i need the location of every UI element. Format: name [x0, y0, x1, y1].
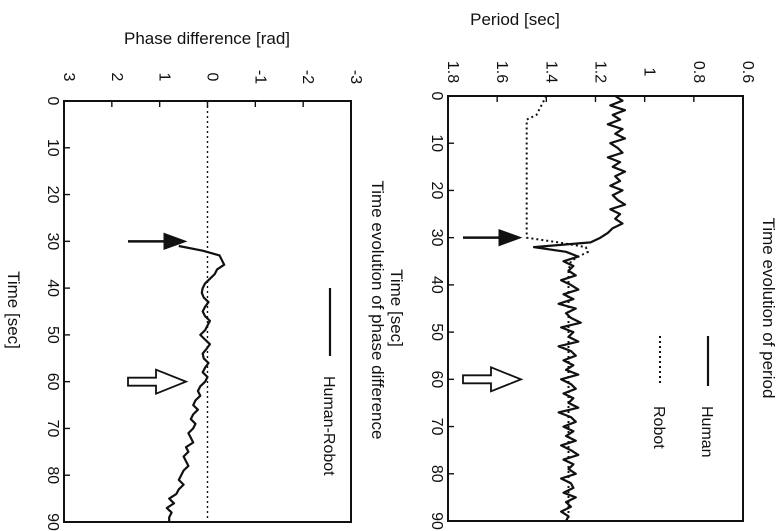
phase-x-tick-label: 40: [44, 279, 61, 297]
phase-series-human-robot-line: [165, 244, 226, 522]
phase-x-tick-label: 0: [44, 97, 61, 106]
phase-open-arrow: [127, 368, 189, 395]
period-x-tick-label: 0: [428, 92, 445, 101]
period-legend-label: Robot: [650, 406, 667, 449]
period-series-human-line: [532, 95, 627, 522]
phase-y-tick-label: -2: [299, 70, 316, 84]
phase-y-tick-label: 1: [156, 73, 173, 82]
period-x-tick-label: 60: [428, 370, 445, 388]
period-legend-label: Human: [698, 406, 715, 458]
phase-x-tick-label: 30: [44, 232, 61, 250]
period-chart: 0 10 20 30 40 50 60 70 80 90 0.6 0.8 1 1.2 1.4 1.6 1.8 H…: [387, 10, 778, 530]
period-y-tick-label: 0.8: [690, 61, 707, 83]
phase-y-tick-label: 0: [204, 73, 221, 82]
period-x-tick-label: 90: [428, 512, 445, 530]
period-series-robot-line: [525, 95, 590, 521]
phase-x-tick-label: 50: [44, 326, 61, 344]
phase-x-tick-label: 70: [44, 420, 61, 438]
period-y-tick-label: 1.6: [493, 61, 510, 83]
period-x-tick-label: 10: [428, 134, 445, 152]
period-filled-arrow-head: [498, 228, 523, 247]
phase-y-axis-title: Phase difference [rad]: [124, 29, 290, 48]
period-x-tick-label: 70: [428, 418, 445, 436]
phase-filled-arrow-head: [163, 232, 188, 251]
phase-legend-label: Human-Robot: [320, 376, 337, 476]
period-x-tick-label: 80: [428, 465, 445, 483]
period-y-tick-label: 0.6: [739, 61, 756, 83]
phase-x-tick-label: 20: [44, 186, 61, 204]
period-x-tick-label: 20: [428, 182, 445, 200]
phase-chart-title: Time evolution of phase difference: [368, 181, 387, 440]
phase-chart: 0 10 20 30 40 50 60 70 80 90 -3 -2 -1 0 1 2 3 Human-Robo…: [4, 29, 387, 531]
phase-x-axis-title: Time [sec]: [4, 271, 23, 349]
period-annotation-layer: Human Robot: [462, 228, 715, 458]
phase-annotation-layer: Human-Robot: [127, 232, 337, 476]
phase-x-tick-label: 60: [44, 373, 61, 391]
period-x-tick-label: 30: [428, 229, 445, 247]
period-axis-layer: 0 10 20 30 40 50 60 70 80 90 0.6 0.8 1 1.2 1.4 1.6 1.8: [428, 61, 756, 530]
phase-axis-layer: 0 10 20 30 40 50 60 70 80 90 -3 -2 -1 0 1 2 3: [44, 70, 364, 531]
period-chart-title: Time evolution of period: [759, 218, 778, 399]
period-y-tick-label: 1.2: [592, 61, 609, 83]
phase-y-tick-label: 3: [60, 73, 77, 82]
phase-x-tick-label: 90: [44, 513, 61, 531]
period-series-layer: [525, 95, 627, 522]
period-y-tick-label: 1.4: [542, 61, 559, 83]
period-x-axis-title: Time [sec]: [387, 269, 406, 347]
period-y-axis-title: Period [sec]: [470, 10, 560, 29]
phase-series-layer: [165, 101, 226, 522]
period-open-arrow: [462, 366, 524, 393]
period-x-tick-label: 50: [428, 323, 445, 341]
period-x-tick-label: 40: [428, 276, 445, 294]
phase-y-tick-label: 2: [108, 73, 125, 82]
phase-x-tick-label: 10: [44, 139, 61, 157]
phase-x-tick-label: 80: [44, 466, 61, 484]
phase-y-tick-label: -1: [251, 70, 268, 84]
period-y-tick-label: 1.8: [444, 61, 461, 83]
period-y-tick-label: 1: [641, 68, 658, 77]
phase-y-tick-label: -3: [347, 70, 364, 84]
